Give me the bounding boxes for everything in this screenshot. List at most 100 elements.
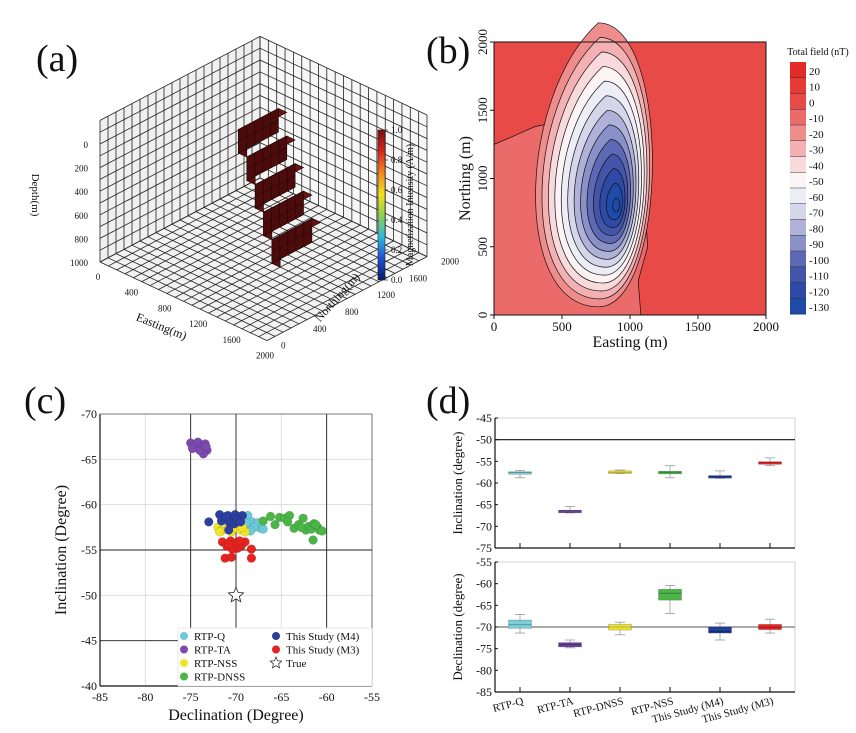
x-tick-label: 500: [552, 319, 572, 334]
y-tick-label: -40: [81, 679, 97, 693]
colorbar-swatch: [790, 282, 806, 299]
colorbar-tick-label: -90: [809, 239, 824, 251]
grid-line: [99, 142, 261, 227]
x-axis-label: Easting(m): [134, 310, 189, 343]
grid-line: [99, 130, 261, 216]
colorbar: [377, 129, 386, 281]
box-this-study-m3-: [758, 461, 782, 465]
grid-line: [225, 236, 386, 322]
z-tick-label: 600: [75, 211, 89, 221]
colorbar-swatch: [790, 140, 806, 157]
colorbar-tick-label: 0.2: [391, 245, 402, 255]
legend-marker: [180, 659, 188, 667]
grid-line: [241, 244, 403, 330]
data-point-this-study-m3-: [226, 552, 237, 562]
y-tick-label: -65: [476, 598, 492, 612]
x-tick-label: 2000: [256, 351, 275, 361]
x-tick-label: -75: [183, 690, 199, 704]
colorbar-swatch: [790, 251, 806, 268]
colorbar-tick-label: 0: [809, 97, 815, 109]
panel-a-3d-model: 0 200 400 600 800 1000 Depth(m) 0 400 800 1200 1600…: [29, 36, 460, 361]
grid-line: [179, 219, 348, 299]
colorbar-tick-label: -20: [809, 129, 824, 141]
data-point-rtp-dnss: [311, 520, 321, 530]
panel-label-c: (c): [24, 380, 67, 422]
box-rtp-ta: [558, 510, 582, 514]
subplot-frame: [494, 417, 796, 549]
panel-label-b: (b): [426, 30, 471, 72]
colorbar-tick-label: -70: [809, 208, 824, 220]
y-tick-label: -70: [81, 407, 97, 421]
grid-line: [259, 47, 428, 128]
x-tick-label: 800: [158, 303, 172, 313]
y-axis-label: Inclination (degree): [450, 432, 465, 535]
colorbar-tick-label: -120: [809, 286, 830, 298]
y-tick-label: 2000: [475, 29, 490, 55]
x-tick-label: -85: [92, 690, 108, 704]
colorbar-tick-label: 0.4: [391, 215, 403, 225]
grid-line: [99, 165, 261, 251]
legend-marker: [180, 672, 188, 681]
contour-band: [612, 197, 620, 213]
y-tick-label: -65: [476, 498, 492, 512]
grid-line: [99, 83, 261, 168]
data-point-true: [227, 586, 245, 603]
grid-line: [99, 95, 261, 180]
y-tick-label: 0: [281, 341, 286, 351]
y-tick-label: -60: [476, 577, 492, 591]
x-axis-label: Easting (m): [592, 334, 667, 351]
y-tick-label: -70: [476, 620, 492, 634]
y-tick-label: -75: [476, 541, 492, 555]
colorbar-tick-label: 20: [809, 66, 821, 78]
y-tick-label: -80: [476, 663, 492, 677]
z-tick-label: 800: [75, 234, 89, 244]
colorbar-swatch: [790, 235, 806, 252]
x-axis-label: Declination (Degree): [168, 707, 303, 724]
colorbar-swatch: [790, 125, 806, 142]
colorbar-swatch: [790, 266, 806, 283]
box-rtp-ta: [558, 642, 582, 648]
z-tick-label: 1000: [70, 258, 89, 268]
data-point-this-study-m3-: [246, 553, 257, 563]
colorbar-tick-label: 10: [809, 82, 821, 94]
colorbar-tick-label: -10: [809, 113, 824, 125]
panel-b-contour-map: 0 500 1000 1500 2000 0 500 1000 1500 2000 Easting …: [457, 22, 849, 351]
y-tick-label: 2000: [441, 257, 460, 267]
legend-marker: [272, 632, 280, 640]
x-tick-label: -55: [364, 690, 380, 704]
y-tick-label: -55: [81, 543, 97, 557]
colorbar-tick-label: -130: [809, 302, 830, 314]
grid-line: [99, 154, 261, 239]
z-axis-label: Depth(m): [29, 174, 41, 217]
x-tick-label: -60: [319, 690, 335, 704]
legend-label: RTP-DNSS: [194, 672, 245, 684]
legend-marker: [180, 632, 188, 640]
x-tick-label: -70: [228, 690, 244, 704]
grid-line: [99, 36, 261, 121]
data-point-rtp-dnss: [270, 520, 280, 530]
x-tick-label: 400: [125, 288, 139, 298]
x-tick-label: 1500: [685, 319, 711, 334]
data-point-rtp-ta: [201, 442, 211, 452]
colorbar-tick-label: 0.6: [391, 185, 403, 195]
grid-line: [259, 142, 428, 222]
z-tick-label: 400: [75, 187, 89, 197]
data-point-rtp-dnss: [298, 513, 308, 523]
data-point-rtp-dnss: [265, 511, 276, 522]
panel-label-d: (d): [426, 380, 471, 422]
x-tick-label: -80: [137, 690, 153, 704]
x-tick-label: RTP-DNSS: [572, 695, 625, 720]
grid-line: [187, 215, 356, 295]
colorbar-swatch: [790, 219, 806, 236]
data-point-this-study-m3-: [224, 539, 234, 550]
y-tick-label: -85: [476, 685, 492, 699]
colorbar-swatch: [790, 156, 806, 173]
box-this-study-m4-: [708, 475, 732, 479]
box-rtp-dnss: [608, 470, 632, 474]
y-tick-label: -55: [476, 555, 492, 569]
legend-label: True: [286, 658, 306, 670]
grid-line: [233, 240, 394, 326]
grid-line: [99, 59, 261, 145]
y-tick-label: -50: [81, 588, 97, 602]
data-point-rtp-dnss: [283, 517, 293, 527]
